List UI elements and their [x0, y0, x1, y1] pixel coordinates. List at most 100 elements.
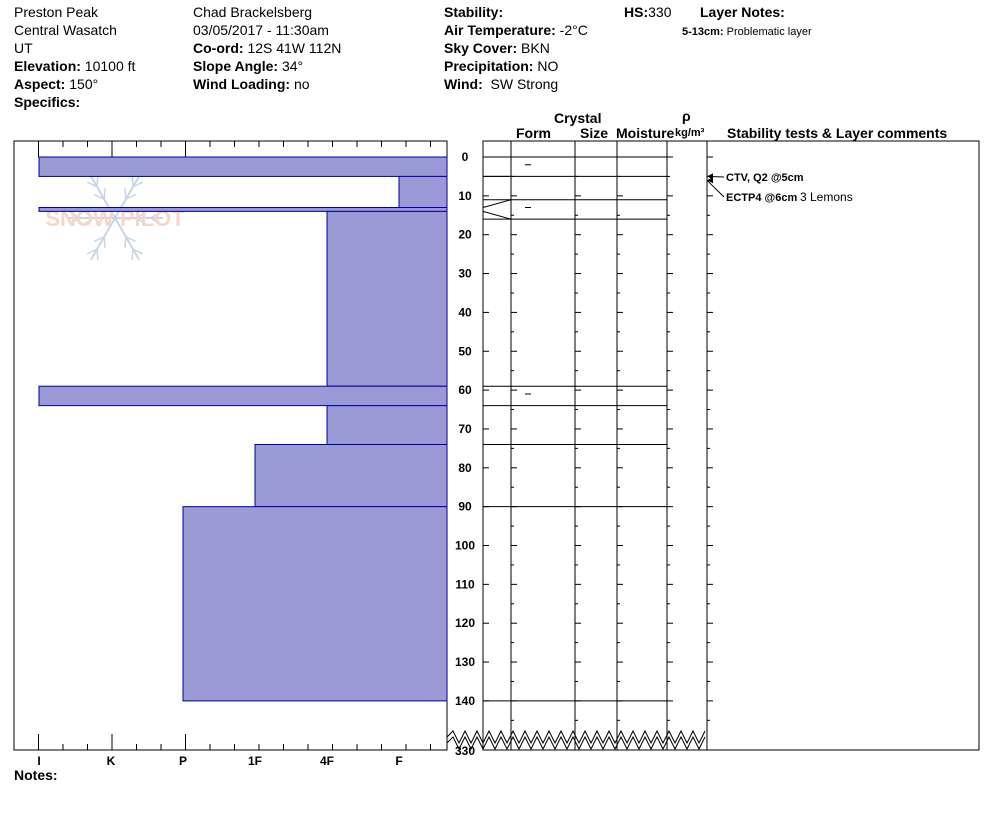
crystal-header: Crystal [554, 110, 602, 126]
hardness-bar [38, 156, 448, 177]
snowflake-branch [131, 249, 134, 261]
snowflake-branch [96, 249, 99, 261]
aspect-field: Aspect: 150° [14, 75, 98, 93]
depth-tick-label: 40 [458, 305, 472, 319]
snowflake-arm [114, 217, 140, 261]
depth-tick-label: 100 [455, 539, 475, 553]
precip-label: Precipitation: [444, 58, 534, 74]
depth-tick-label: 50 [458, 344, 472, 358]
density-unit-header: kg/m³ [675, 127, 705, 139]
precip-value: NO [537, 58, 559, 74]
depth-tick-label: 90 [458, 500, 472, 514]
stability-test-label: CTV, Q2 @5cm [726, 172, 804, 184]
depth-tick-label: 130 [455, 655, 475, 669]
snowflake-branch [125, 193, 137, 200]
notes-label: Notes: [14, 767, 58, 783]
elevation-field: Elevation: 10100 ft [14, 57, 135, 75]
snowflake-branch [150, 217, 161, 225]
layer-note: 5-13cm: Problematic layer [682, 23, 812, 41]
state-name: UT [14, 40, 33, 56]
hardness-label: 4F [320, 754, 334, 768]
snowflake-branch [96, 175, 99, 187]
specifics-label: Specifics: [14, 94, 81, 110]
snowflake-branch [103, 188, 106, 200]
coord-value: 12S 41W 112N [247, 40, 342, 56]
hardness-bar [38, 207, 448, 212]
snowflake-branch [83, 217, 94, 225]
aspect-label: Aspect: [14, 76, 66, 92]
slope-field: Slope Angle: 34° [193, 57, 303, 75]
snowflake-branch [131, 175, 134, 187]
snowflake-branch [132, 181, 144, 188]
hs-label: HS: [624, 4, 649, 20]
snowflake-branch [150, 211, 161, 219]
stability-test-comment: 3 Lemons [800, 190, 853, 204]
hardness-bar [398, 175, 448, 209]
windload-value: no [293, 76, 310, 92]
location-name: Preston Peak [14, 4, 99, 20]
depth-tick-label: 80 [458, 461, 472, 475]
break-marker-bottom [446, 735, 706, 751]
hardness-bar [326, 405, 448, 445]
snowpilot-watermark: SNOW PILOT [45, 175, 185, 261]
depth-tick-label: 30 [458, 267, 472, 281]
observer-name: Chad Brackelsberg [193, 4, 313, 20]
airtemp-field: Air Temperature: -2°C [444, 21, 588, 39]
snowflake-branch [136, 211, 147, 219]
observation-datetime: 03/05/2017 - 11:30am [193, 22, 329, 38]
depth-tick-label: 140 [455, 694, 475, 708]
depth-tick-label: 20 [458, 228, 472, 242]
hs-field: HS:330 [624, 3, 671, 21]
wind-value: SW Strong [490, 76, 559, 92]
depth-tick-label: 110 [455, 577, 475, 591]
snowflake-branch [86, 248, 98, 255]
snowflake-branch [69, 211, 80, 219]
hardness-bar [182, 506, 448, 702]
slope-label: Slope Angle: [193, 58, 279, 74]
depth-tick-label: 70 [458, 422, 472, 436]
snowflake-branch [86, 181, 98, 188]
elevation-value: 10100 ft [84, 58, 136, 74]
depth-tick-label: 10 [458, 189, 472, 203]
snowflake-branch [132, 248, 144, 255]
snowflake-branch [124, 188, 127, 200]
snowflake-branch [93, 193, 105, 200]
windload-label: Wind Loading: [193, 76, 291, 92]
stability-comments-header: Stability tests & Layer comments [727, 125, 948, 141]
slope-value: 34° [281, 58, 304, 74]
hardness-bar [254, 443, 448, 508]
snowflake-branch [124, 236, 127, 248]
hardness-label: I [37, 754, 40, 768]
hs-value: 330 [648, 4, 672, 20]
hardness-label: 1F [248, 754, 262, 768]
aspect-value: 150° [69, 76, 99, 92]
coord-field: Co-ord: 12S 41W 112N [193, 39, 341, 57]
hardness-bar [326, 210, 448, 387]
sky-field: Sky Cover: BKN [444, 39, 550, 57]
test-pointer [706, 179, 725, 198]
snowflake-branch [136, 217, 147, 225]
layer-note-depth: 5-13cm: [682, 26, 724, 38]
hardness-label: K [107, 754, 116, 768]
airtemp-value: -2°C [559, 22, 588, 38]
coord-label: Co-ord: [193, 40, 244, 56]
rho-header: ρ [682, 108, 691, 124]
windload-field: Wind Loading: no [193, 75, 310, 93]
elevation-label: Elevation: [14, 58, 81, 74]
hardness-label: F [395, 754, 402, 768]
profile-table-frame [482, 140, 980, 751]
depth-tick-label: 0 [462, 150, 469, 164]
wind-field: Wind: SW Strong [444, 75, 558, 93]
hardness-bar [38, 385, 448, 407]
precip-field: Precipitation: NO [444, 57, 558, 75]
layer-connector [482, 210, 512, 220]
range-name: Central Wasatch [14, 22, 117, 38]
snowflake-branch [103, 236, 106, 248]
sky-label: Sky Cover: [444, 40, 518, 56]
stability-label: Stability: [444, 4, 504, 20]
layer-connector [482, 199, 512, 208]
moisture-header: Moisture [616, 125, 675, 141]
sky-value: BKN [521, 40, 550, 56]
snowflake-branch [69, 217, 80, 225]
